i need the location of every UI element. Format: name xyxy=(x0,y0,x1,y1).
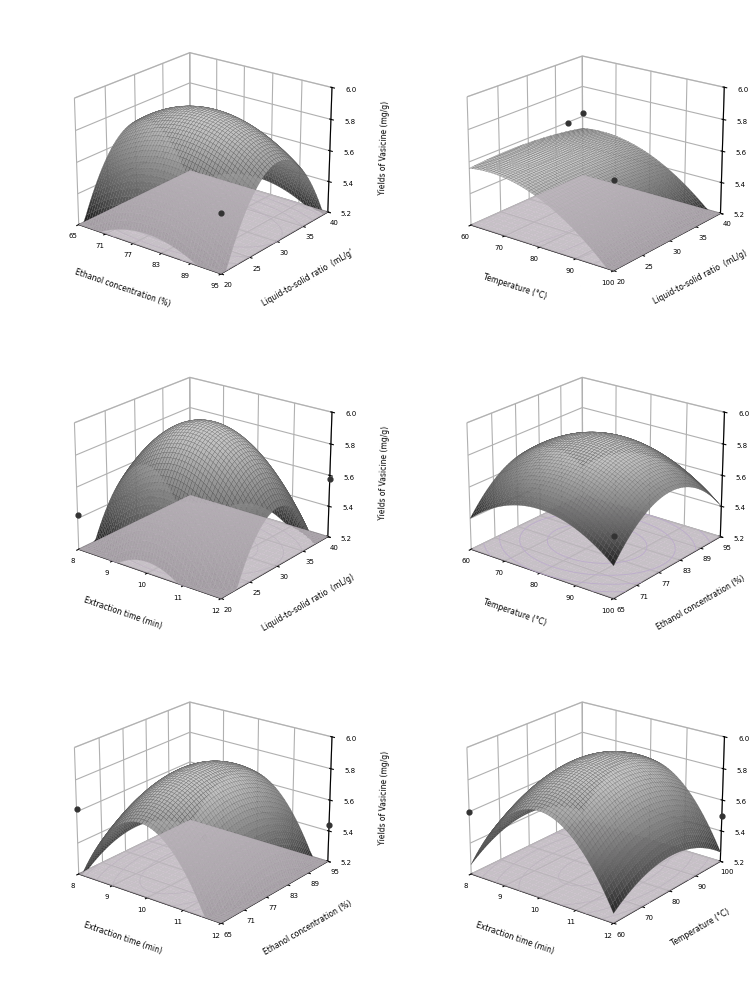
X-axis label: Extraction time (min): Extraction time (min) xyxy=(475,920,555,955)
Y-axis label: Liquid-to-solid ratio  (mL/g): Liquid-to-solid ratio (mL/g) xyxy=(260,572,355,633)
X-axis label: Extraction time (min): Extraction time (min) xyxy=(82,595,163,631)
Y-axis label: Liquid-to-solid ratio  (mL/g): Liquid-to-solid ratio (mL/g) xyxy=(652,248,749,306)
X-axis label: Extraction time (min): Extraction time (min) xyxy=(82,920,163,955)
Y-axis label: Liquid-to-solid ratio  (mL/g’: Liquid-to-solid ratio (mL/g’ xyxy=(260,248,355,308)
Y-axis label: Ethanol concentration (%): Ethanol concentration (%) xyxy=(262,898,354,956)
Y-axis label: Temperature (°C): Temperature (°C) xyxy=(669,907,731,948)
X-axis label: Temperature (°C): Temperature (°C) xyxy=(482,272,547,301)
Y-axis label: Ethanol concentration (%): Ethanol concentration (%) xyxy=(655,574,746,632)
X-axis label: Ethanol concentration (%): Ethanol concentration (%) xyxy=(73,268,172,309)
X-axis label: Temperature (°C): Temperature (°C) xyxy=(482,598,548,628)
